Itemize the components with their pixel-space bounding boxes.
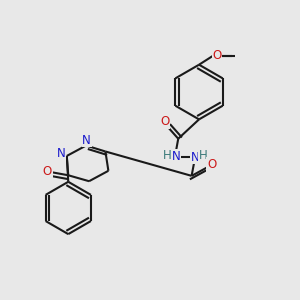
Text: N: N bbox=[172, 150, 180, 163]
Text: N: N bbox=[57, 147, 66, 160]
Text: H: H bbox=[199, 148, 207, 162]
Text: O: O bbox=[43, 165, 52, 178]
Text: N: N bbox=[191, 151, 200, 164]
Text: O: O bbox=[160, 115, 170, 128]
Text: N: N bbox=[82, 134, 91, 147]
Text: O: O bbox=[207, 158, 216, 171]
Text: H: H bbox=[163, 148, 172, 162]
Text: O: O bbox=[212, 49, 221, 62]
